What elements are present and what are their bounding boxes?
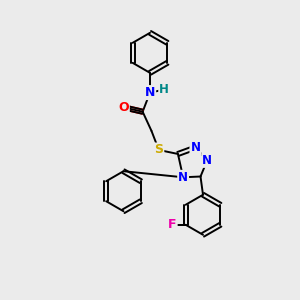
Text: N: N — [202, 154, 212, 167]
Text: F: F — [168, 218, 177, 231]
Text: O: O — [118, 101, 129, 114]
Text: H: H — [159, 83, 169, 96]
Text: S: S — [154, 143, 163, 157]
Text: N: N — [190, 141, 200, 154]
Text: N: N — [145, 86, 155, 99]
Text: N: N — [178, 171, 188, 184]
